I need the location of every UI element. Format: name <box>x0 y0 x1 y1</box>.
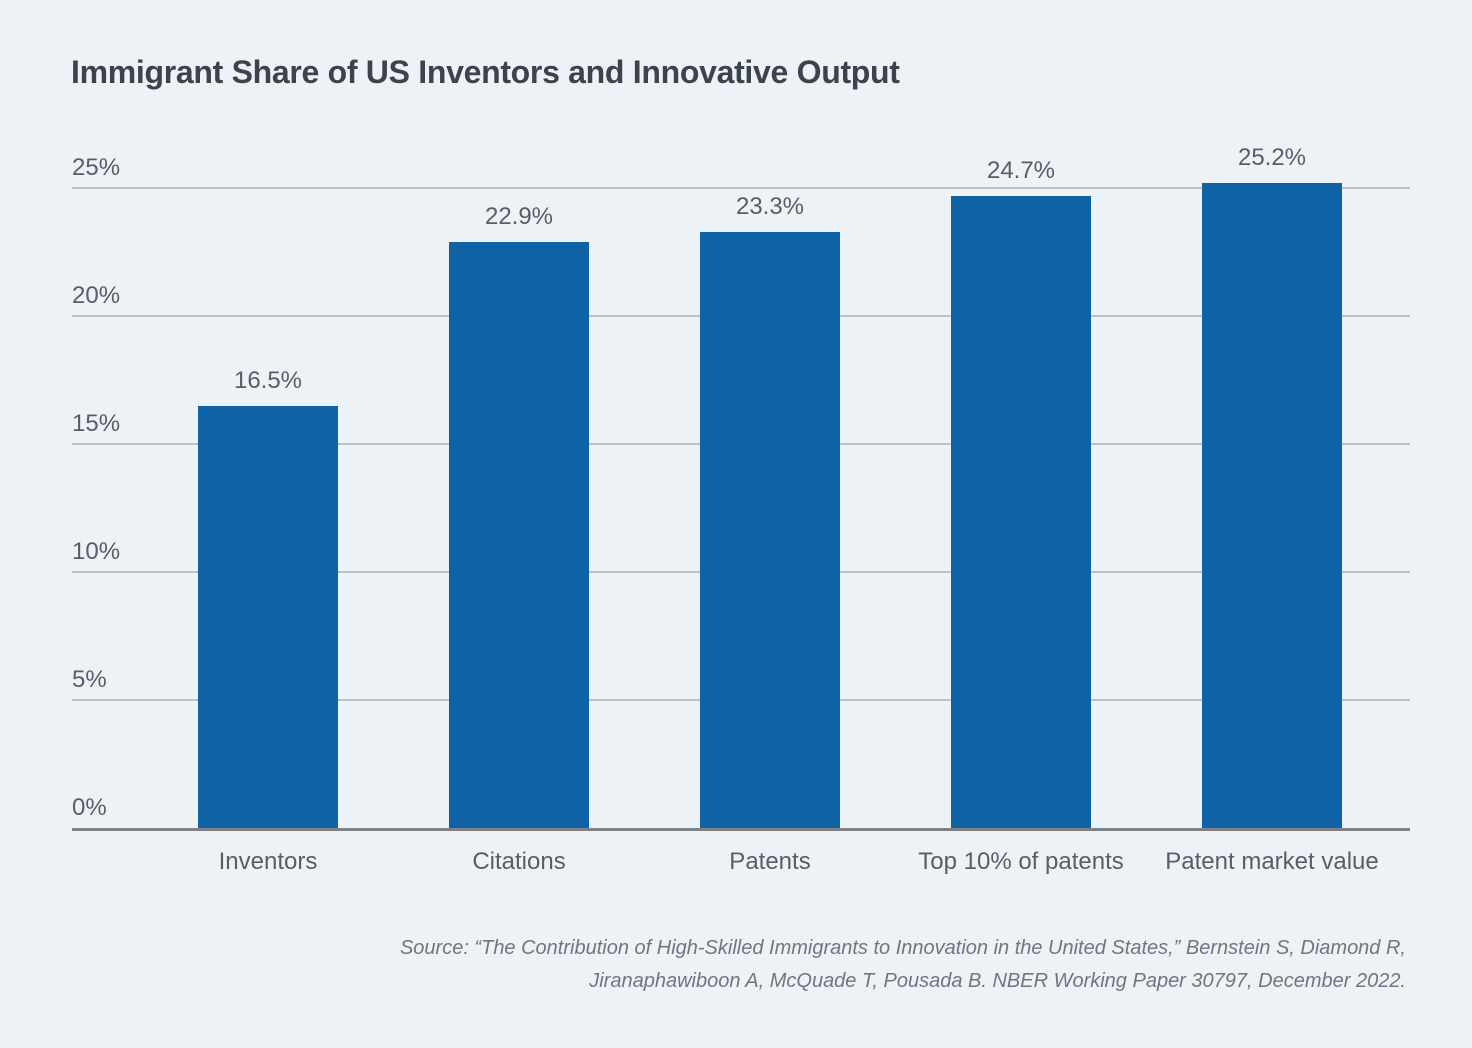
source-note: Source: “The Contribution of High-Skille… <box>156 932 1406 998</box>
bar-value-label: 22.9% <box>484 202 554 230</box>
bar-citations <box>449 241 589 828</box>
x-axis-category-label: Citations <box>472 848 566 875</box>
y-axis-tick-label: 20% <box>72 282 121 309</box>
bar-value-label: 24.7% <box>986 156 1056 184</box>
bar-value-label: 16.5% <box>233 366 303 394</box>
x-axis-category-label: Inventors <box>218 848 318 875</box>
bar-inventors <box>198 405 338 828</box>
bar-value-label: 25.2% <box>1237 143 1307 171</box>
y-axis-tick-label: 15% <box>72 410 121 437</box>
y-axis-tick-label: 0% <box>72 794 107 821</box>
source-line-1: Source: “The Contribution of High-Skille… <box>399 937 1406 959</box>
x-axis-category-label: Patent market value <box>1165 848 1379 875</box>
y-axis-tick-label: 25% <box>72 154 121 181</box>
x-axis-category-label: Patents <box>729 848 811 875</box>
chart-title: Immigrant Share of US Inventors and Inno… <box>71 54 900 90</box>
bar-top-10-of-patents <box>951 195 1091 828</box>
gridline <box>72 187 1410 189</box>
x-axis-category-label: Top 10% of patents <box>918 848 1124 875</box>
y-axis-tick-label: 10% <box>72 538 121 565</box>
bar-value-label: 23.3% <box>735 192 805 220</box>
source-line-2: Jiranaphawiboon A, McQuade T, Pousada B.… <box>589 970 1406 992</box>
bar-patents <box>700 231 840 828</box>
bar-patent-market-value <box>1202 182 1342 828</box>
y-axis-tick-label: 5% <box>72 666 107 693</box>
plot-area: 0% 5% 10% 15% 20% 25% 16.5% Inventors 22.9% Citat… <box>72 145 1410 874</box>
